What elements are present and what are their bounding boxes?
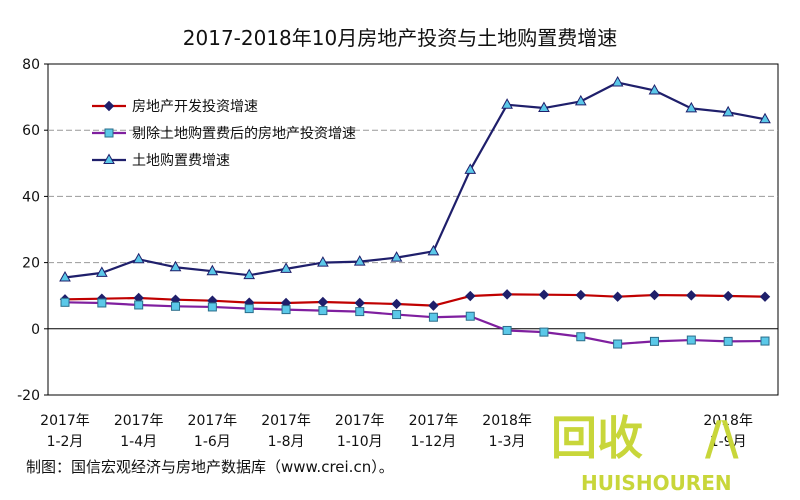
data-point-s2 — [97, 298, 107, 308]
x-tick-label: 1-8月 — [268, 434, 305, 450]
data-point-s2 — [355, 307, 365, 317]
data-point-s1 — [612, 291, 623, 302]
y-tick-label: 0 — [31, 322, 40, 338]
data-point-s3 — [427, 244, 440, 256]
data-point-s1 — [391, 298, 402, 310]
data-point-s3 — [280, 262, 292, 273]
data-point-s2 — [60, 297, 70, 307]
data-point-s2 — [686, 335, 696, 345]
legend-marker-3 — [103, 153, 115, 164]
data-point-s2 — [723, 336, 733, 346]
x-tick-label: 1-6月 — [194, 434, 231, 450]
data-point-s1 — [465, 290, 476, 302]
data-point-s3 — [353, 255, 366, 266]
x-tick-label: 1-3月 — [489, 434, 526, 450]
series-line-2 — [64, 301, 766, 346]
legend-marker-1 — [103, 100, 115, 112]
legend-label-1: 房地产开发投资增速 — [132, 99, 258, 115]
data-point-s2 — [392, 310, 402, 320]
data-point-s1 — [722, 290, 734, 302]
data-point-s3 — [464, 163, 477, 174]
legend-marker-2 — [104, 128, 114, 138]
plot-area — [47, 63, 779, 396]
watermark-logo: 回收 /\ HUISHOUREN — [551, 411, 739, 495]
x-tick-label: 2018年 — [482, 413, 532, 429]
data-point-s3 — [317, 256, 329, 267]
y-tick-label: 60 — [22, 123, 40, 139]
data-point-s2 — [207, 302, 217, 312]
data-point-s2 — [318, 306, 328, 316]
series-line-3 — [64, 81, 766, 279]
x-tick-label: 1-2月 — [47, 434, 84, 450]
data-point-s3 — [648, 83, 661, 95]
x-tick-label: 2017年 — [114, 413, 164, 429]
data-point-s3 — [759, 112, 771, 124]
data-point-s1 — [354, 297, 365, 309]
data-point-s2 — [576, 332, 586, 342]
data-point-s3 — [501, 98, 513, 109]
data-point-s3 — [95, 266, 108, 277]
data-point-s2 — [760, 336, 770, 346]
x-tick-label: 2017年 — [409, 413, 459, 429]
x-tick-label: 2017年 — [188, 413, 238, 429]
data-point-s2 — [281, 305, 291, 315]
data-point-s1 — [686, 290, 697, 301]
data-point-s2 — [539, 327, 549, 337]
x-tick-label: 2017年 — [40, 413, 90, 429]
data-point-s3 — [722, 105, 735, 117]
data-point-s1 — [759, 291, 771, 302]
data-point-s3 — [538, 101, 550, 113]
y-tick-label: 80 — [22, 57, 40, 73]
x-tick-label: 2017年 — [335, 413, 385, 429]
y-tick-label: -20 — [17, 388, 40, 404]
x-tick-label: 1-4月 — [120, 434, 157, 450]
data-point-s2 — [244, 304, 254, 314]
data-point-s3 — [611, 76, 624, 87]
legend-label-3: 土地购置费增速 — [132, 153, 230, 169]
data-point-s3 — [169, 260, 182, 272]
y-tick-label: 20 — [22, 256, 40, 272]
data-point-s1 — [501, 289, 513, 300]
data-point-s3 — [132, 252, 145, 264]
data-point-s1 — [428, 300, 439, 311]
data-point-s2 — [502, 325, 512, 335]
data-point-s2 — [613, 339, 623, 349]
x-tick-label: 2017年 — [261, 413, 311, 429]
data-point-s3 — [390, 251, 403, 262]
data-point-s3 — [243, 268, 256, 280]
data-point-s1 — [317, 296, 329, 308]
watermark-sub-text: HUISHOUREN — [581, 471, 732, 495]
legend-label-2: 剔除土地购置费后的房地产投资增速 — [132, 126, 356, 142]
series-line-1 — [64, 293, 766, 307]
data-point-s2 — [649, 336, 659, 346]
watermark-logo-text: 回收 — [551, 411, 643, 465]
x-tick-label: 1-10月 — [337, 434, 383, 450]
data-point-s1 — [575, 289, 586, 301]
data-point-s2 — [428, 312, 438, 322]
y-tick-label: 40 — [22, 189, 40, 205]
data-point-s3 — [685, 101, 698, 113]
chart-title: 2017-2018年10月房地产投资与土地购置费增速 — [182, 26, 618, 50]
watermark-mark: /\ — [705, 411, 739, 465]
data-point-s1 — [649, 289, 660, 301]
data-point-s3 — [574, 94, 587, 106]
data-point-s2 — [134, 300, 144, 310]
x-tick-label: 2018年 — [703, 413, 753, 429]
data-point-s3 — [206, 264, 219, 276]
data-point-s3 — [59, 270, 71, 282]
x-tick-label: 1-9月 — [710, 434, 747, 450]
x-tick-label: 1-12月 — [411, 434, 457, 450]
data-point-s1 — [538, 289, 550, 300]
data-point-s2 — [171, 301, 181, 311]
data-point-s2 — [465, 311, 475, 321]
source-note: 制图：国信宏观经济与房地产数据库（www.crei.cn）。 — [26, 458, 394, 476]
